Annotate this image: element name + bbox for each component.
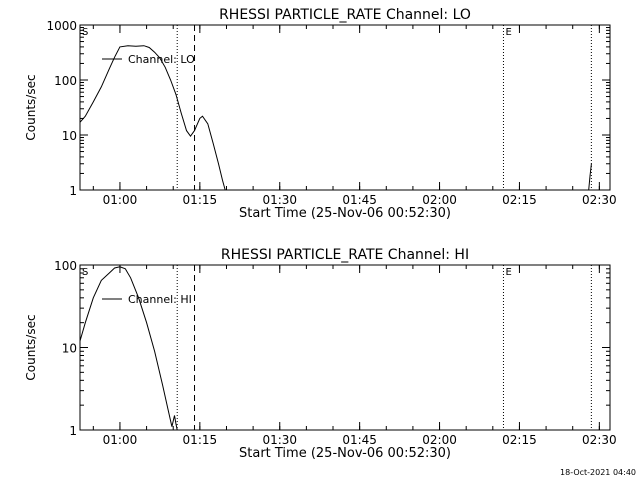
y-tick-label: 10 bbox=[62, 342, 77, 356]
legend-label: Channel: LO bbox=[128, 53, 195, 66]
x-tick-label: 02:30 bbox=[582, 433, 617, 447]
y-tick-label: 1 bbox=[69, 184, 77, 198]
y-tick-label: 1000 bbox=[46, 19, 77, 33]
plot-frame bbox=[79, 24, 611, 191]
legend-label: Channel: HI bbox=[128, 293, 192, 306]
series-line-0 bbox=[79, 45, 226, 191]
y-tick-label: 100 bbox=[54, 74, 77, 88]
y-tick-label: 10 bbox=[62, 129, 77, 143]
y-tick-label: 1 bbox=[69, 424, 77, 438]
x-tick-label: 01:15 bbox=[183, 433, 218, 447]
plot-frame bbox=[79, 264, 611, 431]
marker-label: S bbox=[82, 27, 88, 38]
x-tick-label: 02:00 bbox=[422, 433, 457, 447]
x-tick-label: 01:45 bbox=[342, 433, 377, 447]
y-axis-label: Counts/sec bbox=[24, 314, 38, 380]
x-tick-label: 01:15 bbox=[183, 193, 218, 207]
footer-date: 18-Oct-2021 04:40 bbox=[560, 468, 636, 477]
y-axis-label: Counts/sec bbox=[24, 74, 38, 140]
y-tick-label: 100 bbox=[54, 259, 77, 273]
chart-panel-0: RHESSI PARTICLE_RATE Channel: LO 01:00 01:… bbox=[24, 7, 617, 221]
marker-label: S bbox=[82, 267, 88, 278]
x-tick-label: 02:30 bbox=[582, 193, 617, 207]
chart-title: RHESSI PARTICLE_RATE Channel: HI bbox=[221, 247, 469, 263]
x-tick-label: 01:30 bbox=[262, 193, 297, 207]
x-tick-label: 02:15 bbox=[502, 193, 537, 207]
x-tick-label: 02:15 bbox=[502, 433, 537, 447]
marker-label: E bbox=[505, 267, 511, 278]
x-axis-label: Start Time (25-Nov-06 00:52:30) bbox=[239, 446, 451, 461]
x-tick-label: 01:00 bbox=[103, 433, 138, 447]
chart-panel-1: RHESSI PARTICLE_RATE Channel: HI 01:00 01:… bbox=[24, 247, 617, 461]
x-tick-label: 01:45 bbox=[342, 193, 377, 207]
series-line-1 bbox=[588, 163, 592, 191]
x-tick-label: 01:30 bbox=[262, 433, 297, 447]
series-line-0 bbox=[79, 266, 178, 431]
chart-title: RHESSI PARTICLE_RATE Channel: LO bbox=[219, 7, 471, 23]
x-tick-label: 01:00 bbox=[103, 193, 138, 207]
x-axis-label: Start Time (25-Nov-06 00:52:30) bbox=[239, 206, 451, 221]
x-tick-label: 02:00 bbox=[422, 193, 457, 207]
marker-label: E bbox=[505, 27, 511, 38]
